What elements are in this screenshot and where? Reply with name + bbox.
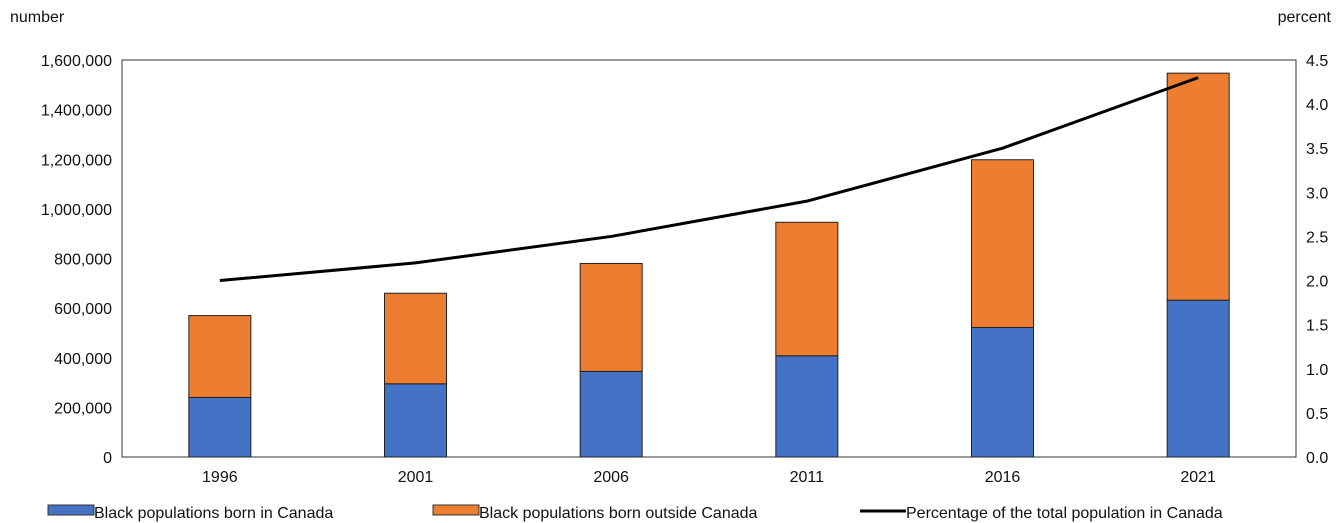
left-tick-label: 1,000,000: [41, 202, 112, 219]
legend: Black populations born in Canada Black p…: [47, 504, 1223, 522]
x-tick-label: 2006: [593, 469, 629, 486]
bar-born-outside-canada-2011: [775, 221, 839, 357]
legend-item-percentage: Percentage of the total population in Ca…: [860, 505, 1223, 522]
bar-born-in-canada-1996: [188, 396, 252, 458]
bar-born-in-canada-2006: [579, 370, 643, 458]
right-tick-label: 4.5: [1306, 53, 1328, 70]
plot-frame: [121, 59, 1297, 458]
bar-born-outside-canada-2021: [1166, 72, 1230, 301]
left-axis-ticks: 0 200,000 400,000 600,000 800,000 1,000,000 1,…: [41, 53, 112, 467]
line-layer: [219, 76, 1199, 283]
right-tick-label: 4.0: [1306, 97, 1328, 114]
bar-born-outside-canada-2006: [579, 262, 643, 372]
bar-born-in-canada-2001: [384, 383, 447, 458]
legend-label-percentage: Percentage of the total population in Ca…: [906, 505, 1223, 522]
left-tick-label: 600,000: [54, 301, 112, 318]
legend-label-born-outside-canada: Black populations born outside Canada: [479, 505, 758, 522]
legend-swatch-born-outside-canada: [432, 504, 480, 516]
right-tick-label: 0.0: [1306, 450, 1328, 467]
right-tick-label: 1.0: [1306, 362, 1328, 379]
x-tick-label: 2011: [790, 469, 825, 486]
legend-item-born-in-canada: Black populations born in Canada: [47, 504, 333, 522]
bar-born-in-canada-2021: [1166, 299, 1230, 458]
x-tick-label: 2001: [398, 469, 434, 486]
legend-label-born-in-canada: Black populations born in Canada: [94, 505, 333, 522]
right-tick-label: 1.5: [1306, 318, 1328, 335]
bar-born-in-canada-2016: [971, 326, 1034, 458]
right-tick-label: 0.5: [1306, 406, 1328, 423]
right-tick-label: 3.0: [1306, 185, 1328, 202]
line-percentage-series: [219, 76, 1199, 283]
bar-born-in-canada-2011: [775, 355, 839, 458]
left-tick-label: 1,200,000: [41, 152, 112, 169]
right-tick-label: 2.5: [1306, 229, 1328, 246]
left-tick-label: 0: [103, 450, 112, 467]
left-tick-label: 800,000: [54, 252, 112, 269]
right-axis-ticks: 0.0 0.5 1.0 1.5 2.0 2.5 3.0 3.5 4.0 4.5: [1306, 53, 1328, 467]
x-tick-label: 2021: [1180, 469, 1216, 486]
x-axis-ticks: 1996 2001 2006 2011 2016 2021: [202, 469, 1216, 486]
bar-born-outside-canada-2001: [384, 292, 447, 385]
legend-swatch-born-in-canada: [47, 504, 95, 516]
bar-born-outside-canada-2016: [971, 159, 1034, 328]
right-tick-label: 3.5: [1306, 141, 1328, 158]
right-axis-label: percent: [1278, 9, 1332, 26]
left-axis-label: number: [10, 9, 65, 26]
left-tick-label: 1,600,000: [41, 53, 112, 70]
right-tick-label: 2.0: [1306, 274, 1328, 291]
x-tick-label: 2016: [985, 469, 1021, 486]
bar-marks: [188, 72, 1230, 458]
left-tick-label: 400,000: [54, 351, 112, 368]
left-tick-label: 200,000: [54, 400, 112, 417]
bar-born-outside-canada-1996: [188, 315, 252, 398]
x-tick-label: 1996: [202, 469, 238, 486]
legend-item-born-outside-canada: Black populations born outside Canada: [432, 504, 758, 522]
left-tick-label: 1,400,000: [41, 103, 112, 120]
